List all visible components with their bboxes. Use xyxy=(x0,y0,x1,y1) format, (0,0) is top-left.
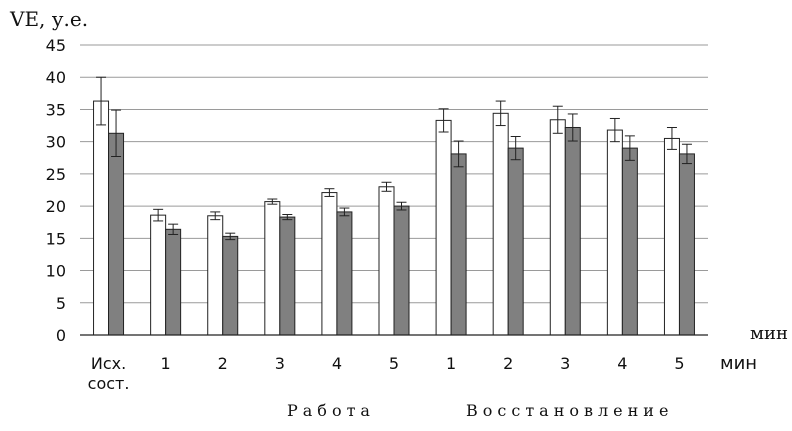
y-tick-label: 45 xyxy=(46,36,66,55)
x-tick-label: 4 xyxy=(617,354,627,373)
y-tick-label: 0 xyxy=(56,326,66,345)
x-tick-label: 1 xyxy=(161,354,171,373)
bar-series-2 xyxy=(678,153,695,336)
error-bars xyxy=(96,76,692,241)
bar-series-2 xyxy=(165,228,182,336)
bar-series-1 xyxy=(150,214,167,336)
y-tick-label: 15 xyxy=(46,229,66,248)
x-unit-label-top: мин xyxy=(750,323,788,344)
y-tick-label: 35 xyxy=(46,100,66,119)
bar-series-2 xyxy=(222,235,239,336)
bar-series-2 xyxy=(564,126,581,336)
bar-series-2 xyxy=(621,147,638,336)
y-tick-label: 40 xyxy=(46,68,66,87)
x-tick-label: 4 xyxy=(332,354,342,373)
y-axis-title: VE, у.е. xyxy=(9,7,88,31)
y-tick-label: 30 xyxy=(46,133,66,152)
x-tick-label: 2 xyxy=(503,354,513,373)
bar-series-2 xyxy=(507,147,524,336)
y-tick-label: 5 xyxy=(56,294,66,313)
bar-series-1 xyxy=(378,186,395,336)
x-tick-label: 1 xyxy=(446,354,456,373)
y-tick-label: 25 xyxy=(46,165,66,184)
bar-series-1 xyxy=(93,100,110,336)
bar-series-2 xyxy=(450,153,467,336)
group-label-work: Работа xyxy=(287,401,375,420)
x-tick-labels: Исх. сост. 1 2 3 4 5 1 2 3 4 5 xyxy=(88,354,685,393)
bar-series-2 xyxy=(393,205,410,336)
bar-series-2 xyxy=(336,211,353,336)
bar-series-1 xyxy=(549,119,566,336)
y-tick-label: 10 xyxy=(46,262,66,281)
x-tick-label: 3 xyxy=(275,354,285,373)
bar-series-1 xyxy=(321,192,338,336)
x-unit-label: мин xyxy=(720,353,757,374)
y-tick-labels: 0 5 10 15 20 25 30 35 40 45 xyxy=(46,36,66,345)
x-tick-label: 5 xyxy=(389,354,399,373)
y-tick-label: 20 xyxy=(46,197,66,216)
group-label-recovery: Восстановление xyxy=(466,401,673,420)
x-tick-label: Исх. сост. xyxy=(88,354,130,393)
bar-series-2 xyxy=(279,216,296,336)
bar-series-1 xyxy=(663,137,680,336)
bars xyxy=(93,100,695,336)
bar-series-1 xyxy=(606,129,623,336)
bar-series-1 xyxy=(435,119,452,336)
x-tick-label: 3 xyxy=(560,354,570,373)
bar-series-1 xyxy=(264,201,281,336)
gridlines xyxy=(80,44,708,304)
bar-series-1 xyxy=(492,112,509,336)
x-tick-label: 2 xyxy=(218,354,228,373)
bar-series-1 xyxy=(207,215,224,336)
bar-series-2 xyxy=(108,132,125,336)
x-tick-label: 5 xyxy=(674,354,684,373)
